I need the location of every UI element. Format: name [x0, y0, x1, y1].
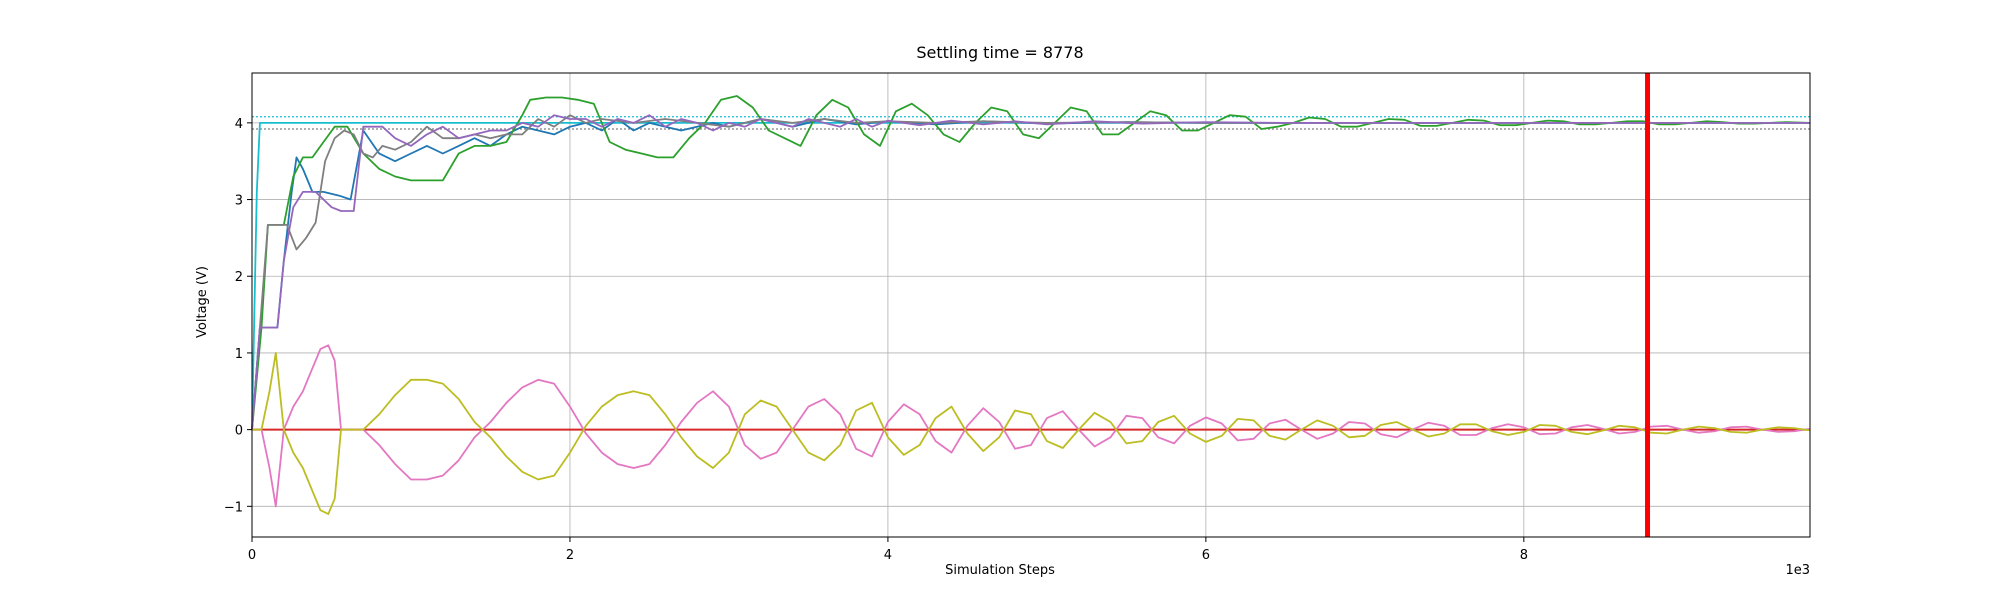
reference-lines [252, 116, 1810, 431]
y-tick-label: 1 [235, 347, 243, 362]
x-tick-label: 6 [1202, 548, 1210, 563]
series-line [251, 114, 1810, 430]
plot-frame [251, 72, 1811, 538]
x-tick-label: 0 [248, 548, 256, 563]
y-tick-label: 4 [235, 117, 243, 132]
y-tick-label: 2 [235, 270, 243, 285]
x-tick-label: 2 [566, 548, 574, 563]
y-tick-label: 3 [235, 194, 243, 209]
y-tick-label: 0 [235, 424, 243, 439]
x-tick-label: 4 [884, 548, 892, 563]
series-group [251, 95, 1811, 515]
series-line [252, 344, 1811, 508]
ticks: 0 2 4 6 8 −1 0 1 2 3 4 [224, 117, 1528, 563]
y-tick-label: −1 [224, 500, 243, 515]
x-tick-label: 8 [1520, 548, 1528, 563]
chart-title: Settling time = 8778 [916, 43, 1083, 62]
y-axis-label: Voltage (V) [195, 266, 210, 338]
x-offset-label: 1e3 [1785, 563, 1810, 578]
series-line [252, 351, 1811, 515]
x-axis-label: Simulation Steps [945, 563, 1055, 578]
